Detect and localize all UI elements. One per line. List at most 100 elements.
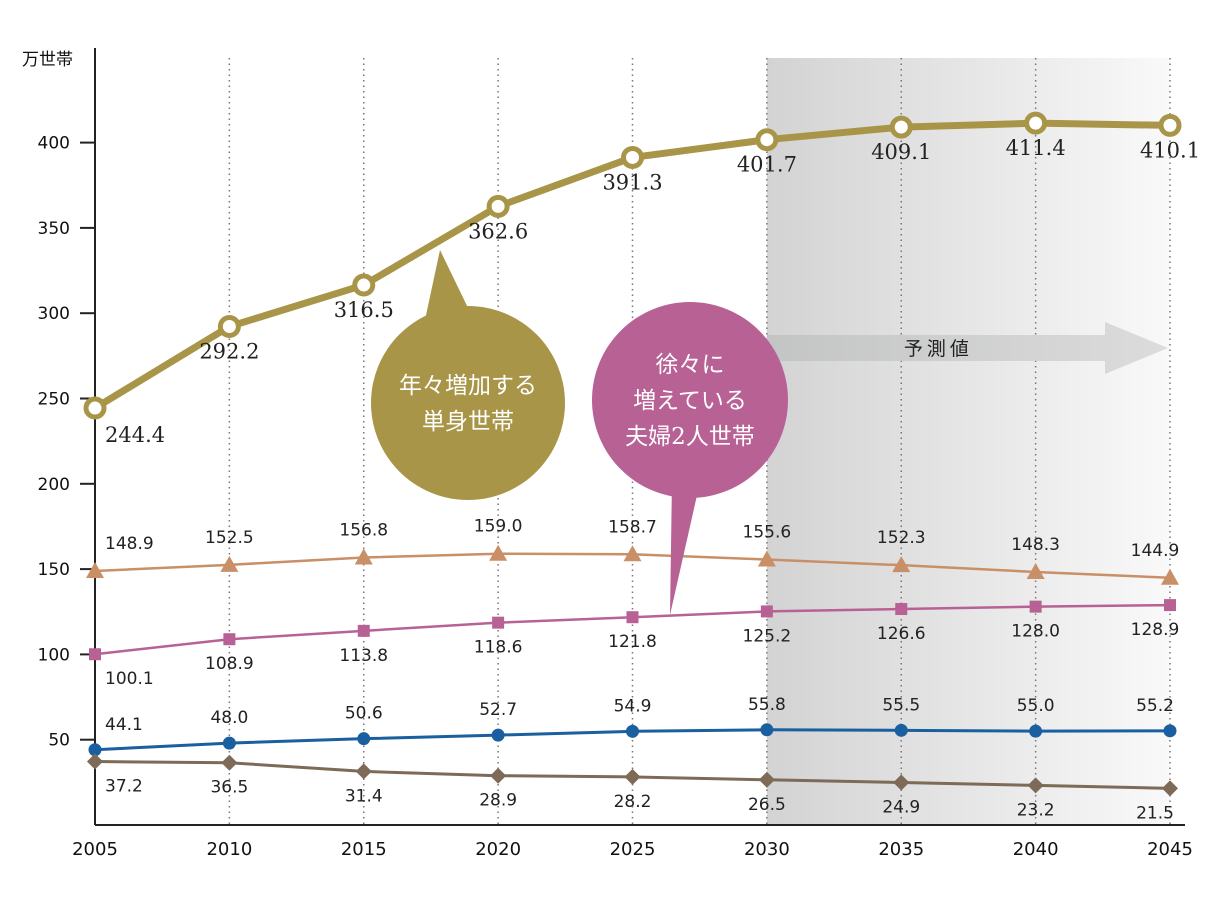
x-tick-label: 2010 bbox=[206, 839, 252, 860]
data-point bbox=[1164, 599, 1176, 612]
data-point bbox=[1163, 724, 1177, 738]
data-label: 48.0 bbox=[210, 708, 248, 728]
data-point bbox=[490, 767, 507, 784]
data-point bbox=[1026, 563, 1045, 580]
forecast-arrow: 予測値 bbox=[766, 322, 1168, 374]
data-point bbox=[757, 550, 776, 567]
data-point bbox=[221, 754, 238, 771]
data-point bbox=[354, 548, 373, 565]
data-point bbox=[895, 603, 908, 616]
data-label: 125.2 bbox=[743, 626, 792, 646]
data-point bbox=[83, 396, 107, 420]
data-label: 401.7 bbox=[737, 153, 797, 177]
x-tick-label: 2035 bbox=[878, 839, 924, 860]
data-point bbox=[1027, 777, 1044, 794]
data-point bbox=[355, 763, 372, 780]
data-label: 409.1 bbox=[871, 140, 931, 164]
data-label: 28.2 bbox=[614, 792, 652, 812]
data-label: 126.6 bbox=[877, 624, 926, 644]
data-label: 108.9 bbox=[205, 654, 254, 674]
series-single: 244.4 292.2 316.5 362.6 391.3 401.7 409.1 411.4… bbox=[83, 111, 1200, 447]
forecast-shade bbox=[766, 58, 1170, 825]
x-tick-label: 2025 bbox=[610, 839, 656, 860]
callout-text: 増えている bbox=[633, 388, 747, 414]
x-tick-label: 2045 bbox=[1147, 839, 1193, 860]
data-label: 23.2 bbox=[1017, 800, 1055, 820]
x-tick-label: 2040 bbox=[1013, 839, 1059, 860]
data-label: 50.6 bbox=[345, 704, 383, 724]
y-tick-label: 200 bbox=[38, 475, 70, 495]
callout-text: 年々増加する bbox=[399, 373, 537, 399]
data-point bbox=[621, 145, 644, 169]
data-label: 37.2 bbox=[105, 777, 143, 797]
data-label: 44.1 bbox=[105, 715, 143, 735]
callout-text: 徐々に bbox=[656, 352, 725, 378]
y-tick-label: 50 bbox=[48, 731, 70, 751]
data-point bbox=[623, 545, 642, 562]
data-point bbox=[624, 768, 641, 785]
y-tick-label: 300 bbox=[38, 304, 70, 324]
data-point bbox=[357, 624, 370, 637]
callout-tail bbox=[425, 250, 470, 320]
data-label: 55.8 bbox=[748, 695, 786, 715]
data-point bbox=[86, 561, 104, 578]
data-label: 128.0 bbox=[1011, 622, 1060, 642]
data-point bbox=[223, 633, 236, 646]
data-label: 156.8 bbox=[339, 520, 388, 540]
data-point bbox=[1029, 724, 1043, 738]
data-point bbox=[88, 743, 102, 757]
data-point bbox=[222, 736, 236, 750]
data-label: 100.1 bbox=[105, 669, 154, 689]
data-point bbox=[1024, 111, 1048, 135]
callout-text: 単身世帯 bbox=[422, 409, 514, 435]
data-label: 152.5 bbox=[205, 528, 254, 548]
x-tick-label: 2015 bbox=[341, 839, 387, 860]
data-label: 128.9 bbox=[1131, 620, 1180, 640]
callout-bubble bbox=[371, 306, 565, 500]
data-point bbox=[760, 605, 773, 618]
callout-text: 夫婦2人世帯 bbox=[625, 424, 755, 450]
forecast-label: 予測値 bbox=[904, 338, 973, 360]
data-point bbox=[87, 753, 103, 770]
data-point bbox=[489, 544, 508, 561]
data-label: 152.3 bbox=[877, 528, 926, 548]
data-label: 31.4 bbox=[345, 786, 383, 806]
data-point bbox=[491, 728, 505, 742]
data-label: 155.6 bbox=[743, 523, 792, 543]
data-label: 292.2 bbox=[199, 340, 259, 364]
data-point bbox=[626, 611, 639, 624]
x-tick-label: 2030 bbox=[744, 839, 790, 860]
data-point bbox=[894, 723, 908, 737]
data-label: 148.3 bbox=[1011, 535, 1060, 555]
data-point bbox=[357, 732, 371, 746]
data-label: 55.2 bbox=[1136, 696, 1174, 716]
data-label: 28.9 bbox=[479, 791, 517, 811]
data-label: 55.5 bbox=[882, 695, 920, 715]
data-label: 148.9 bbox=[105, 534, 154, 554]
series-blue: 44.1 48.0 50.6 52.7 54.9 55.8 55.5 55.0 55.2 bbox=[88, 695, 1177, 757]
data-label: 144.9 bbox=[1131, 541, 1180, 561]
data-label: 121.8 bbox=[608, 632, 657, 652]
data-label: 54.9 bbox=[614, 696, 652, 716]
data-label: 36.5 bbox=[210, 778, 248, 798]
y-tick-label: 250 bbox=[38, 390, 70, 410]
series-brown: 37.2 36.5 31.4 28.9 28.2 26.5 24.9 23.2 21.5 bbox=[87, 753, 1178, 823]
data-label: 159.0 bbox=[474, 517, 523, 537]
data-label: 21.5 bbox=[1136, 803, 1174, 823]
data-point bbox=[220, 555, 239, 572]
data-label: 316.5 bbox=[334, 298, 394, 322]
x-tick-label: 2020 bbox=[475, 839, 521, 860]
data-point bbox=[755, 128, 779, 152]
data-label: 52.7 bbox=[479, 700, 517, 720]
data-point bbox=[1162, 780, 1178, 797]
callout-bubble bbox=[592, 302, 788, 498]
data-point bbox=[217, 315, 241, 339]
data-point bbox=[1029, 600, 1042, 613]
data-label: 55.0 bbox=[1017, 696, 1055, 716]
data-label: 26.5 bbox=[748, 795, 786, 815]
data-point bbox=[1158, 113, 1182, 137]
y-tick-label: 150 bbox=[38, 560, 70, 580]
data-point bbox=[892, 556, 911, 573]
data-label: 24.9 bbox=[882, 798, 920, 818]
